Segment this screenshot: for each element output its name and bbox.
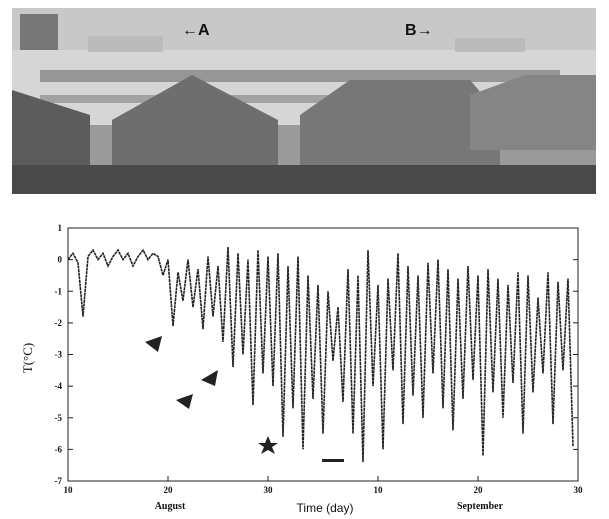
y-tick-label: -7 xyxy=(55,476,63,486)
x-tick-label: 20 xyxy=(164,485,174,495)
x-axis-label: Time (day) xyxy=(297,501,354,515)
y-tick-label: -1 xyxy=(55,286,63,296)
x-tick-label: 30 xyxy=(574,485,584,495)
month-label: September xyxy=(457,501,504,512)
annotation-arrows xyxy=(145,336,344,462)
x-tick-label: 30 xyxy=(264,485,274,495)
y-tick-label: -6 xyxy=(55,444,63,454)
y-tick-label: 1 xyxy=(58,223,63,233)
y-tick-label: -2 xyxy=(55,318,63,328)
y-axis-label: T(°C) xyxy=(20,343,35,373)
y-tick-label: -5 xyxy=(55,413,63,423)
data-line xyxy=(67,246,574,463)
photo: ←A B→ xyxy=(12,8,596,194)
x-tick-label: 20 xyxy=(474,485,484,495)
x-tick-label: 10 xyxy=(374,485,384,495)
y-tick-label: -4 xyxy=(55,381,63,391)
photo-label: B→ xyxy=(405,22,433,39)
photo-label: ←A xyxy=(182,22,210,39)
y-tick-label: -3 xyxy=(55,350,63,360)
x-tick-label: 10 xyxy=(64,485,74,495)
y-tick-label: 0 xyxy=(58,255,63,265)
month-label: August xyxy=(155,501,186,512)
